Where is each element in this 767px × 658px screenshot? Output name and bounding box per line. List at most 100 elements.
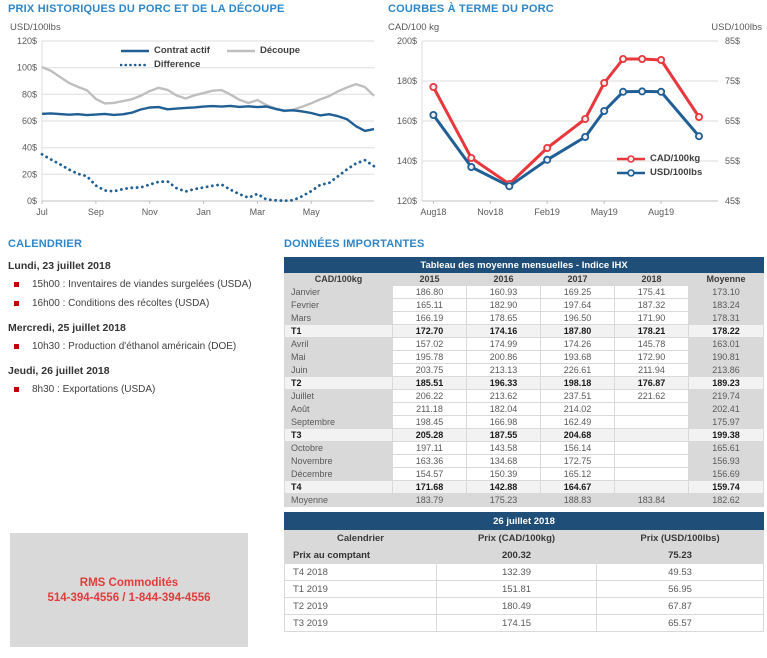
right-y-tick-label: 45$ [725, 196, 740, 206]
data-point-marker [543, 144, 552, 153]
bullet-square-icon [14, 301, 19, 306]
table-cell: 178.22 [688, 324, 764, 338]
calendar-event-text: 15h00 : Inventaires de viandes surgelées… [32, 279, 252, 290]
monthly-average-table: Tableau des moyenne mensuelles - Indice … [284, 257, 764, 507]
table-cell: 49.53 [595, 563, 765, 581]
data-point-marker [619, 54, 628, 63]
table-row-t1: T1 172.70 174.16 187.80 178.21 178.22 [284, 324, 764, 338]
legend-item: Découpe [226, 45, 300, 56]
row-label: Novembre [284, 454, 393, 468]
data-point-marker [600, 107, 609, 116]
row-label: Septembre [284, 415, 393, 429]
table-cell: 200.32 [436, 546, 597, 564]
table-row-t1-2019: T1 2019 151.81 56.95 [284, 580, 765, 598]
row-label: T3 [284, 428, 393, 442]
row-label: T4 [284, 480, 393, 494]
data-point-marker [581, 133, 590, 142]
calendar-days: Lundi, 23 juillet 2018 15h00 : Inventaire… [8, 260, 280, 399]
table-cell: 178.31 [688, 311, 764, 325]
futures-chart-panel: COURBES À TERME DU PORC CAD/100 kg USD/1… [388, 3, 762, 234]
table-cell: 172.90 [614, 350, 689, 364]
futures-right-axis-label: USD/100lbs [711, 22, 762, 33]
table-cell: 221.62 [614, 389, 689, 403]
table-title-row: 26 juillet 2018 [283, 512, 765, 530]
row-label: Décembre [284, 467, 393, 481]
row-label: Fevrier [284, 298, 393, 312]
data-point-marker [657, 87, 666, 96]
table-cell: 145.78 [614, 337, 689, 351]
table-cell: 164.67 [540, 480, 615, 494]
legend-label: CAD/100kg [650, 153, 701, 164]
calendar-event: 10h30 : Production d'éthanol américain (… [8, 337, 280, 356]
data-section: DONNÉES IMPORTANTES Tableau des moyenne … [283, 238, 765, 632]
table-cell: 174.26 [540, 337, 615, 351]
table-cell: 189.23 [688, 376, 764, 390]
legend-row: Contrat actif Découpe [120, 45, 300, 56]
table-cell: 151.81 [436, 580, 597, 598]
row-label: Mars [284, 311, 393, 325]
table-cell [614, 480, 689, 494]
table-cell: 196.33 [466, 376, 541, 390]
table-cell: 175.23 [466, 493, 541, 507]
data-point-marker [657, 55, 666, 64]
y-tick-label: 40$ [22, 143, 37, 153]
calendar-event: 16h00 : Conditions des récoltes (USDA) [8, 294, 280, 313]
table-cell: 65.57 [595, 614, 765, 632]
data-point-marker [505, 182, 514, 191]
table-cell: 175.97 [688, 415, 764, 429]
table-cell: 176.87 [614, 376, 689, 390]
legend-label: USD/100lbs [650, 167, 703, 178]
x-tick-label: Jul [36, 207, 48, 217]
table-cell: 213.62 [466, 389, 541, 403]
left-y-tick-label: 160$ [397, 116, 417, 126]
table-header-row: Calendrier Prix (CAD/100kg) Prix (USD/100l… [284, 529, 765, 547]
table-cell: 182.90 [466, 298, 541, 312]
table-cell: 174.99 [466, 337, 541, 351]
table-cell: 226.61 [540, 363, 615, 377]
table-cell: 175.41 [614, 285, 689, 299]
calendar-event-text: 8h30 : Exportations (USDA) [32, 384, 156, 395]
legend-row: USD/100lbs [616, 167, 702, 178]
table-cell [614, 454, 689, 468]
table-cell [614, 402, 689, 416]
table-row-t2: T2 185.51 196.33 198.18 176.87 189.23 [284, 376, 764, 390]
data-point-marker [429, 111, 438, 120]
table-cell [614, 441, 689, 455]
table-cell [614, 428, 689, 442]
calendar-event-text: 16h00 : Conditions des récoltes (USDA) [32, 298, 210, 309]
row-label: Avril [284, 337, 393, 351]
row-label: T3 2019 [284, 614, 437, 632]
table-cell: 159.74 [688, 480, 764, 494]
legend-swatch-solid [121, 49, 149, 52]
futures-chart-legend: CAD/100kg USD/100lbs [616, 153, 702, 178]
row-label: T1 [284, 324, 393, 338]
table-cell: 219.74 [688, 389, 764, 403]
x-tick-label: Feb19 [534, 207, 560, 217]
bullet-square-icon [14, 387, 19, 392]
table-row-octobre: Octobre 197.11 143.58 156.14 165.61 [284, 441, 764, 455]
row-label: Juin [284, 363, 393, 377]
calendar-date: Jeudi, 26 juillet 2018 [8, 365, 110, 377]
legend-label: Contrat actif [154, 45, 210, 56]
table-row-t3-2019: T3 2019 174.15 65.57 [284, 614, 765, 632]
table-cell: 185.51 [392, 376, 467, 390]
legend-label: Difference [154, 59, 201, 70]
x-tick-label: Mar [250, 207, 266, 217]
table-cell: 193.68 [540, 350, 615, 364]
historical-chart-panel: PRIX HISTORIQUES DU PORC ET DE LA DÉCOUP… [8, 3, 380, 234]
table-cell: 75.23 [595, 546, 765, 564]
row-label: Août [284, 402, 393, 416]
table-cell: 143.58 [466, 441, 541, 455]
table-row-août: Août 211.18 182.04 214.02 202.41 [284, 402, 764, 416]
table-cell: 197.64 [540, 298, 615, 312]
legend-item: CAD/100kg [616, 153, 700, 164]
table-cell: 178.65 [466, 311, 541, 325]
table-row-décembre: Décembre 154.57 150.39 165.12 156.69 [284, 467, 764, 481]
historical-price-chart: 0$ 20$ 40$ 60$ 80$ 100$ 120$ Jul Sep Nov Jan Mar May [17, 36, 376, 217]
row-label: T1 2019 [284, 580, 437, 598]
table-cell: 213.13 [466, 363, 541, 377]
table-cell: 200.86 [466, 350, 541, 364]
legend-swatch-dotted [120, 63, 150, 66]
row-label: T2 [284, 376, 393, 390]
